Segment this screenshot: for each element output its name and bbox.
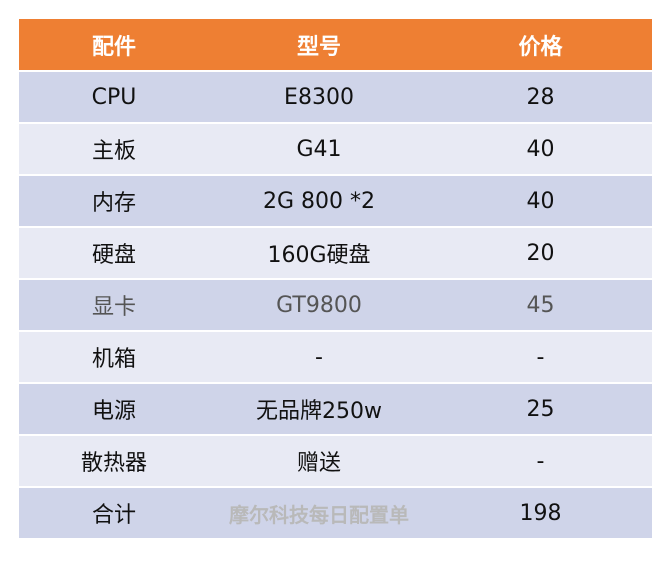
table-row: 主板 G41 40 [19, 124, 652, 176]
cell-model: GT9800 [276, 292, 362, 318]
cell-price: 25 [526, 396, 555, 422]
cell-part: CPU [91, 84, 137, 110]
cell-price: 20 [526, 240, 555, 266]
table-row: 硬盘 160G硬盘 20 [19, 228, 652, 280]
table-row: 内存 2G 800 *2 40 [19, 176, 652, 228]
table-row: 散热器 赠送 - [19, 436, 652, 488]
table-header-row: 配件 型号 价格 [19, 19, 652, 72]
cell-price: 40 [526, 136, 555, 162]
cell-model: G41 [296, 136, 342, 162]
cell-model: E8300 [284, 84, 354, 110]
table-row: 显卡 GT9800 45 [19, 280, 652, 332]
header-model: 型号 [296, 34, 341, 60]
table-total-row: 合计 摩尔科技每日配置单 198 [19, 488, 652, 540]
table-row: CPU E8300 28 [19, 72, 652, 124]
cell-part: 内存 [91, 191, 136, 216]
watermark-text: 摩尔科技每日配置单 [229, 502, 409, 527]
cell-price: 28 [526, 84, 555, 110]
cell-price: - [536, 448, 545, 474]
cell-model: 无品牌250w [256, 399, 382, 424]
cell-part: 机箱 [91, 347, 136, 372]
header-part: 配件 [91, 34, 136, 60]
cell-price: 45 [526, 292, 555, 318]
cell-part: 电源 [91, 399, 136, 424]
cell-part: 显卡 [91, 295, 136, 320]
config-table: 配件 型号 价格 CPU E8300 28 主板 G41 40 内存 2G 80… [19, 19, 652, 540]
cell-model: 2G 800 *2 [262, 188, 376, 214]
cell-price: 40 [526, 188, 555, 214]
total-label: 合计 [91, 503, 136, 528]
table-row: 机箱 - - [19, 332, 652, 384]
cell-part: 主板 [91, 139, 136, 164]
total-price: 198 [519, 500, 562, 526]
cell-model: 160G硬盘 [267, 243, 371, 268]
cell-model: - [315, 344, 323, 370]
cell-price: - [536, 344, 545, 370]
header-price: 价格 [518, 34, 563, 60]
table-row: 电源 无品牌250w 25 [19, 384, 652, 436]
cell-model: 赠送 [296, 451, 341, 476]
cell-part: 硬盘 [91, 243, 136, 268]
cell-part: 散热器 [80, 451, 147, 476]
